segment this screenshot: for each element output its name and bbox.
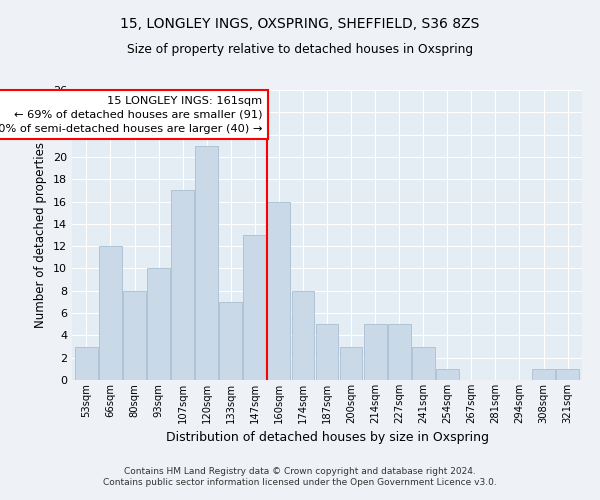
- Bar: [75, 346, 98, 380]
- Text: 15, LONGLEY INGS, OXSPRING, SHEFFIELD, S36 8ZS: 15, LONGLEY INGS, OXSPRING, SHEFFIELD, S…: [121, 18, 479, 32]
- Bar: [123, 291, 146, 380]
- Bar: [195, 146, 218, 380]
- Bar: [171, 190, 194, 380]
- Bar: [436, 369, 459, 380]
- Bar: [340, 346, 362, 380]
- Bar: [532, 369, 555, 380]
- Bar: [147, 268, 170, 380]
- Bar: [412, 346, 434, 380]
- Text: Size of property relative to detached houses in Oxspring: Size of property relative to detached ho…: [127, 42, 473, 56]
- Bar: [268, 202, 290, 380]
- Text: 15 LONGLEY INGS: 161sqm
← 69% of detached houses are smaller (91)
30% of semi-de: 15 LONGLEY INGS: 161sqm ← 69% of detache…: [0, 96, 262, 134]
- Bar: [292, 291, 314, 380]
- Bar: [99, 246, 122, 380]
- Text: Contains HM Land Registry data © Crown copyright and database right 2024.: Contains HM Land Registry data © Crown c…: [124, 467, 476, 476]
- Bar: [388, 324, 410, 380]
- X-axis label: Distribution of detached houses by size in Oxspring: Distribution of detached houses by size …: [166, 432, 488, 444]
- Y-axis label: Number of detached properties: Number of detached properties: [34, 142, 47, 328]
- Bar: [364, 324, 386, 380]
- Bar: [316, 324, 338, 380]
- Text: Contains public sector information licensed under the Open Government Licence v3: Contains public sector information licen…: [103, 478, 497, 487]
- Bar: [556, 369, 579, 380]
- Bar: [244, 235, 266, 380]
- Bar: [220, 302, 242, 380]
